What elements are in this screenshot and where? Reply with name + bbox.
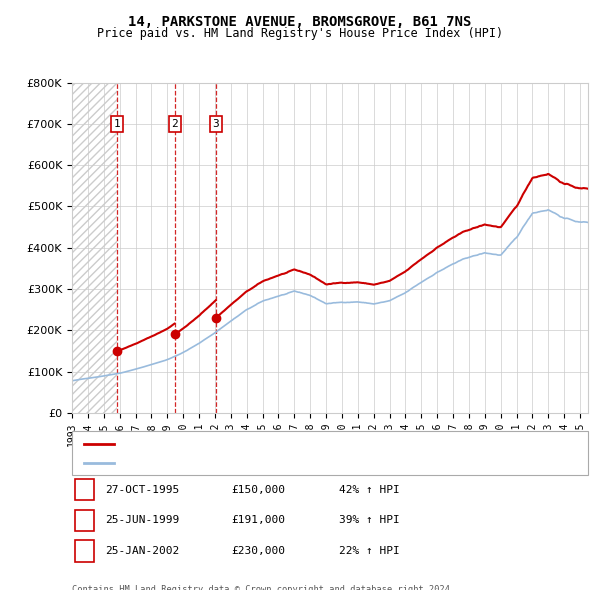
Text: 22% ↑ HPI: 22% ↑ HPI bbox=[339, 546, 400, 556]
Text: 14, PARKSTONE AVENUE, BROMSGROVE, B61 7NS: 14, PARKSTONE AVENUE, BROMSGROVE, B61 7N… bbox=[128, 15, 472, 29]
Text: 2: 2 bbox=[172, 119, 178, 129]
Text: 27-OCT-1995: 27-OCT-1995 bbox=[105, 485, 179, 494]
Text: 25-JUN-1999: 25-JUN-1999 bbox=[105, 516, 179, 525]
Text: 42% ↑ HPI: 42% ↑ HPI bbox=[339, 485, 400, 494]
Text: 1: 1 bbox=[113, 119, 120, 129]
Text: £191,000: £191,000 bbox=[231, 516, 285, 525]
Text: 1: 1 bbox=[81, 485, 88, 494]
Text: Price paid vs. HM Land Registry's House Price Index (HPI): Price paid vs. HM Land Registry's House … bbox=[97, 27, 503, 40]
Text: £230,000: £230,000 bbox=[231, 546, 285, 556]
Text: HPI: Average price, detached house, Bromsgrove: HPI: Average price, detached house, Brom… bbox=[121, 458, 409, 467]
Text: Contains HM Land Registry data © Crown copyright and database right 2024.: Contains HM Land Registry data © Crown c… bbox=[72, 585, 455, 590]
Text: 3: 3 bbox=[81, 546, 88, 556]
Text: 14, PARKSTONE AVENUE, BROMSGROVE, B61 7NS (detached house): 14, PARKSTONE AVENUE, BROMSGROVE, B61 7N… bbox=[121, 439, 484, 449]
Text: £150,000: £150,000 bbox=[231, 485, 285, 494]
Text: 25-JAN-2002: 25-JAN-2002 bbox=[105, 546, 179, 556]
Text: 3: 3 bbox=[212, 119, 220, 129]
Text: 2: 2 bbox=[81, 516, 88, 525]
Text: 39% ↑ HPI: 39% ↑ HPI bbox=[339, 516, 400, 525]
